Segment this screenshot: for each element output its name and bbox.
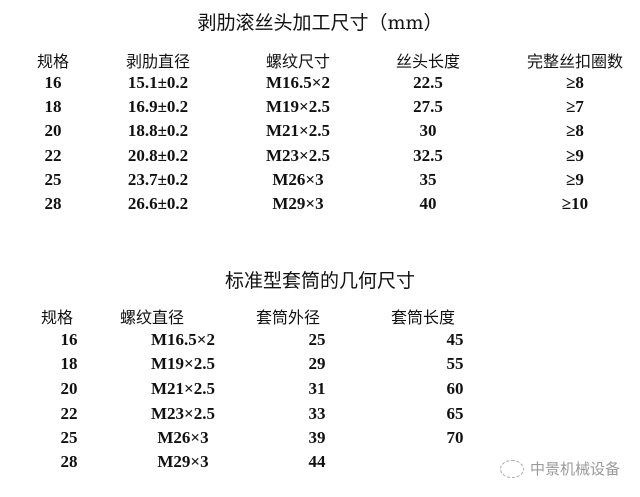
table2-cell: 22 <box>60 404 78 423</box>
table2-cell: 44 <box>308 452 326 471</box>
table2-title: 标准型套筒的几何尺寸 <box>224 270 415 292</box>
table1-cell: 35 <box>419 170 437 189</box>
table2-cell: 29 <box>308 354 326 373</box>
wechat-icon <box>500 459 524 478</box>
table2-cell: 60 <box>446 379 464 398</box>
table1-cell: ≥10 <box>561 194 589 213</box>
table1-cell: M19×2.5 <box>266 97 330 116</box>
table2-cell: 28 <box>60 452 78 471</box>
table1-cell: 26.6±0.2 <box>127 194 189 213</box>
table1-cell: 22 <box>44 146 62 165</box>
table1-header: 完整丝扣圈数 <box>526 52 624 71</box>
table2-cell: 39 <box>308 428 326 447</box>
table2-cell: 33 <box>308 404 326 423</box>
table2-cell: M16.5×2 <box>151 330 215 349</box>
table1-cell: 28 <box>44 194 62 213</box>
table1-cell: M26×3 <box>272 170 324 189</box>
watermark: 中景机械设备 <box>500 458 620 479</box>
table1-cell: 20.8±0.2 <box>127 146 189 165</box>
table1-cell: 27.5 <box>413 97 443 116</box>
table2-cell: M21×2.5 <box>151 379 215 398</box>
table2-header: 规格 <box>40 308 74 327</box>
table2-cell: 25 <box>308 330 326 349</box>
table2-cell: 16 <box>60 330 78 349</box>
table2-cell: M29×3 <box>157 452 209 471</box>
table1-cell: ≥9 <box>566 146 584 165</box>
table1-cell: 15.1±0.2 <box>127 73 189 92</box>
table1-cell: ≥8 <box>566 121 584 140</box>
table2-cell: M19×2.5 <box>151 354 215 373</box>
table1-title: 剥肋滚丝头加工尺寸（mm） <box>197 12 443 34</box>
table2-header: 套筒长度 <box>390 308 456 327</box>
table2-header: 螺纹直径 <box>119 308 185 327</box>
table1-header: 螺纹尺寸 <box>265 52 331 71</box>
table1-cell: ≥8 <box>566 73 584 92</box>
table1-cell: 16.9±0.2 <box>127 97 189 116</box>
table1-cell: M21×2.5 <box>266 121 330 140</box>
table1-cell: M29×3 <box>272 194 324 213</box>
table1-cell: 40 <box>419 194 437 213</box>
table1-cell: 32.5 <box>413 146 443 165</box>
table2-cell: 25 <box>60 428 78 447</box>
table1-cell: ≥7 <box>566 97 584 116</box>
table1-cell: 18 <box>44 97 62 116</box>
table2-cell: 18 <box>60 354 78 373</box>
table2-cell: 31 <box>308 379 326 398</box>
table1-header: 规格 <box>36 52 70 71</box>
table1-cell: M23×2.5 <box>266 146 330 165</box>
table1-cell: M16.5×2 <box>266 73 330 92</box>
table1-cell: ≥9 <box>566 170 584 189</box>
table1-header: 丝头长度 <box>395 52 461 71</box>
table2-cell: M26×3 <box>157 428 209 447</box>
table2-cell: 20 <box>60 379 78 398</box>
table1-cell: 20 <box>44 121 62 140</box>
table2-cell: M23×2.5 <box>151 404 215 423</box>
table1-cell: 30 <box>419 121 437 140</box>
table1-cell: 16 <box>44 73 62 92</box>
table2-cell: 65 <box>446 404 464 423</box>
table2-cell: 45 <box>446 330 464 349</box>
watermark-text: 中景机械设备 <box>530 460 621 478</box>
table1-cell: 25 <box>44 170 62 189</box>
table2-cell: 70 <box>446 428 464 447</box>
table2-cell: 55 <box>446 354 464 373</box>
table1-header: 剥肋直径 <box>125 52 191 71</box>
table1-cell: 22.5 <box>413 73 443 92</box>
table1-cell: 18.8±0.2 <box>127 121 189 140</box>
table2-header: 套筒外径 <box>255 308 321 327</box>
table1-cell: 23.7±0.2 <box>127 170 189 189</box>
